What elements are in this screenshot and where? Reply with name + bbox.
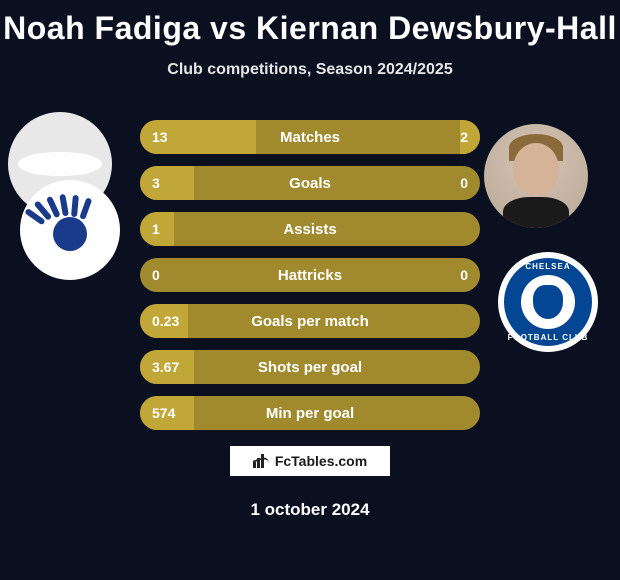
stat-row: 574Min per goal: [140, 396, 480, 430]
comparison-date: 1 october 2024: [0, 500, 620, 520]
stat-label: Min per goal: [140, 405, 480, 422]
stat-right-value: 0: [460, 267, 468, 283]
comparison-title: Noah Fadiga vs Kiernan Dewsbury-Hall: [0, 0, 620, 47]
stat-label: Shots per goal: [140, 359, 480, 376]
stat-right-value: 2: [460, 129, 468, 145]
watermark-text: FcTables.com: [275, 453, 367, 469]
stat-row: 13Matches2: [140, 120, 480, 154]
fctables-logo-icon: [253, 454, 271, 468]
avatar-placeholder-shape: [18, 152, 101, 177]
avatar-face-shape: [513, 143, 559, 195]
stat-left-value: 1: [152, 221, 160, 237]
stat-left-value: 0.23: [152, 313, 179, 329]
stat-label: Goals: [140, 175, 480, 192]
avatar-body-shape: [503, 197, 570, 228]
stat-label: Assists: [140, 221, 480, 238]
stat-label: Hattricks: [140, 267, 480, 284]
chelsea-badge-icon: CHELSEA FOOTBALL CLUB: [498, 252, 598, 352]
stat-right-value: 0: [460, 175, 468, 191]
stat-label: Matches: [140, 129, 480, 146]
player-right-avatar: [484, 124, 588, 228]
club-left-badge: [20, 180, 120, 280]
gent-badge-icon: [20, 180, 120, 280]
comparison-subtitle: Club competitions, Season 2024/2025: [0, 61, 620, 79]
club-right-badge: CHELSEA FOOTBALL CLUB: [498, 252, 598, 352]
stat-label: Goals per match: [140, 313, 480, 330]
chelsea-lion-shape: [533, 285, 563, 319]
stat-row: 3.67Shots per goal: [140, 350, 480, 384]
chelsea-text-bottom: FOOTBALL CLUB: [508, 333, 589, 342]
stat-left-value: 3.67: [152, 359, 179, 375]
stat-left-value: 0: [152, 267, 160, 283]
stat-left-value: 13: [152, 129, 168, 145]
stat-left-value: 574: [152, 405, 175, 421]
watermark: FcTables.com: [230, 446, 390, 476]
stats-container: 13Matches23Goals01Assists0Hattricks00.23…: [140, 120, 480, 442]
stat-left-value: 3: [152, 175, 160, 191]
stat-row: 0Hattricks0: [140, 258, 480, 292]
stat-row: 0.23Goals per match: [140, 304, 480, 338]
stat-row: 1Assists: [140, 212, 480, 246]
chelsea-text-top: CHELSEA: [525, 262, 570, 271]
stat-row: 3Goals0: [140, 166, 480, 200]
